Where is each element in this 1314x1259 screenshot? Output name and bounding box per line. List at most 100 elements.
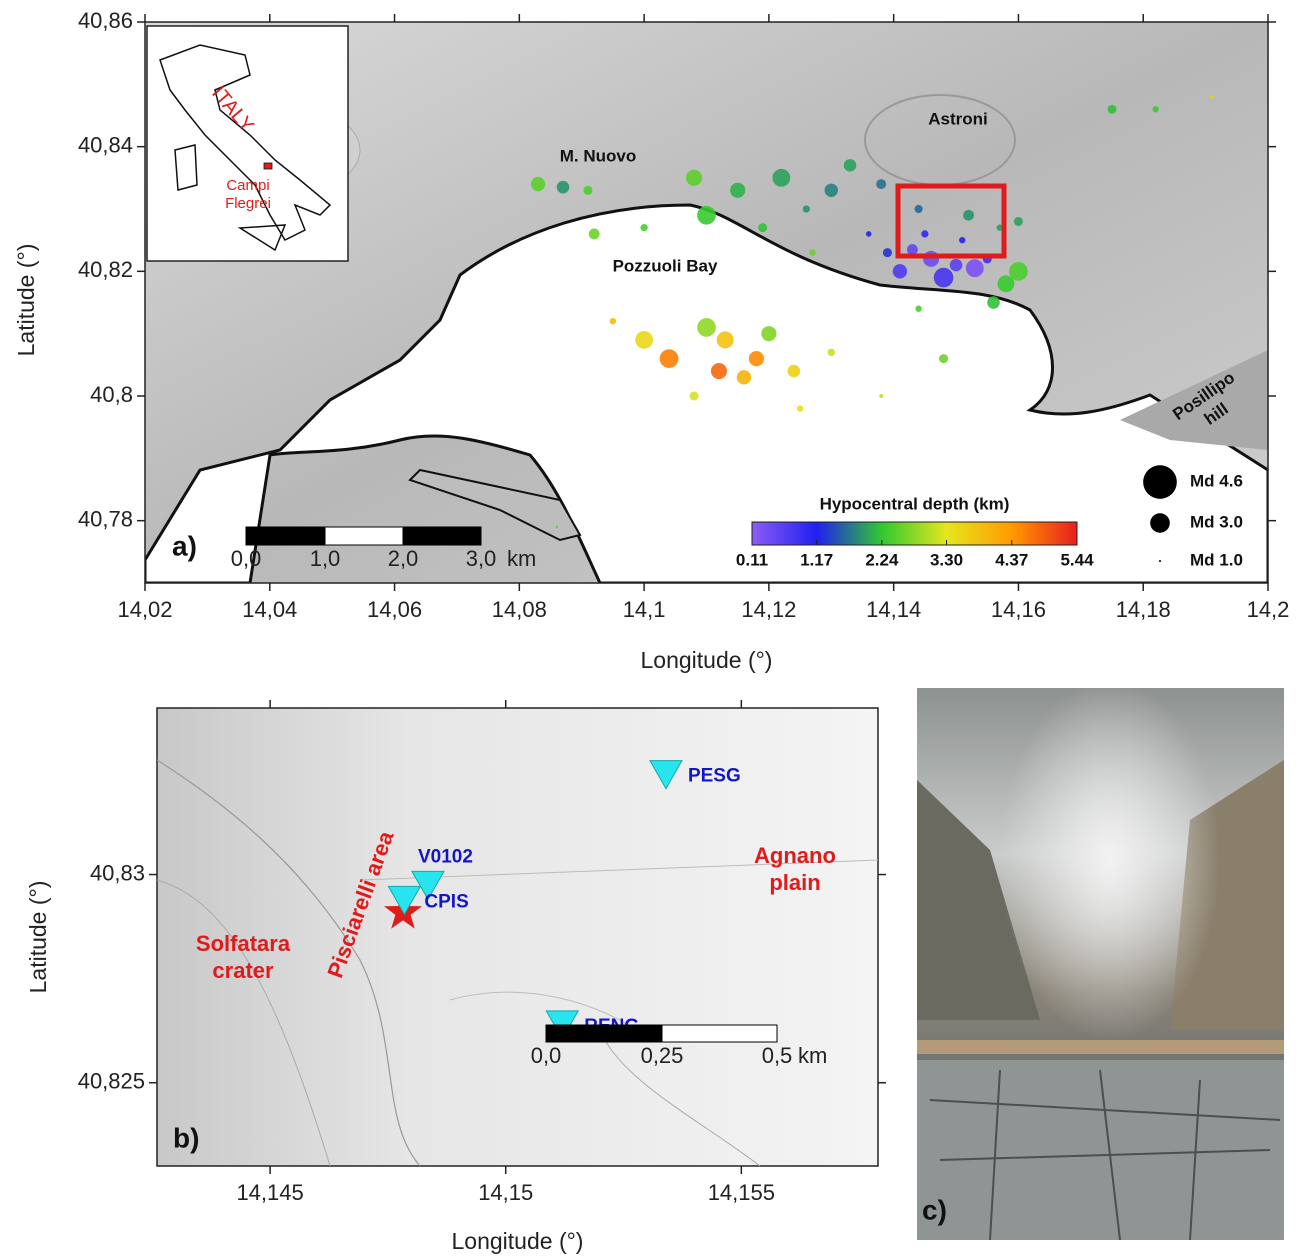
earthquake [686, 170, 702, 186]
place-label: crater [212, 958, 274, 983]
place-label: Agnano [754, 843, 836, 868]
scale-bar-segment [546, 1025, 662, 1042]
earthquake [583, 186, 592, 195]
x-tick-label: 14,16 [991, 597, 1046, 622]
place-label: M. Nuovo [560, 146, 637, 165]
place-label: Astroni [928, 109, 988, 128]
earthquake [921, 230, 928, 237]
place-label: Solfatara [196, 931, 291, 956]
magnitude-marker [1150, 513, 1170, 533]
x-tick-label: 14,06 [367, 597, 422, 622]
italy-inset: ITALY Campi Flegrei [147, 26, 348, 261]
earthquake [788, 365, 801, 378]
colorbar-tick-label: 5.44 [1060, 550, 1094, 569]
x-axis-title: Longitude (°) [452, 1228, 584, 1254]
x-tick-label: 14,1 [623, 597, 666, 622]
earthquake [809, 249, 815, 255]
x-tick-label: 14,02 [117, 597, 172, 622]
earthquake [772, 169, 790, 187]
earthquake [1210, 95, 1214, 99]
x-tick-label: 14,15 [478, 1180, 533, 1205]
earthquake [939, 354, 948, 363]
magnitude-label: Md 1.0 [1190, 550, 1243, 569]
earthquake [803, 205, 810, 212]
colorbar-tick-label: 1.17 [800, 550, 833, 569]
scale-bar-label: 0,0 [531, 1043, 562, 1068]
place-label: Pozzuoli Bay [613, 256, 718, 275]
x-axis-title: Longitude (°) [641, 647, 773, 673]
earthquake [879, 394, 883, 398]
earthquake [1014, 217, 1023, 226]
earthquake [758, 223, 767, 232]
earthquake [737, 370, 751, 384]
colorbar-tick-label: 3.30 [930, 550, 963, 569]
earthquake [923, 251, 939, 267]
earthquake [959, 237, 965, 243]
earthquake [531, 177, 545, 191]
earthquake [697, 318, 716, 337]
earthquake [828, 349, 835, 356]
earthquake [825, 184, 838, 197]
earthquake [966, 259, 984, 277]
magnitude-label: Md 4.6 [1190, 471, 1243, 490]
earthquake [761, 326, 776, 341]
scale-bar-segment [403, 527, 481, 545]
earthquake [640, 224, 647, 231]
earthquake [730, 183, 745, 198]
scale-bar-label: 0,25 [641, 1043, 684, 1068]
y-axis-title: Latitude (°) [25, 881, 51, 994]
scale-bar-label: 2,0 [388, 546, 419, 571]
colorbar-tick-label: 4.37 [995, 550, 1028, 569]
earthquake [797, 405, 803, 411]
earthquake [866, 231, 872, 237]
scale-bar-unit: km [798, 1043, 827, 1068]
earthquake [717, 331, 734, 348]
x-tick-label: 14,145 [236, 1180, 303, 1205]
x-tick-label: 14,2 [1247, 597, 1290, 622]
colorbar-title: Hypocentral depth (km) [820, 494, 1010, 513]
magnitude-marker [1143, 465, 1177, 499]
earthquake [1153, 106, 1159, 112]
earthquake [749, 351, 764, 366]
x-tick-label: 14,18 [1116, 597, 1171, 622]
scale-bar-label: 0,5 [762, 1043, 793, 1068]
inset-area: Flegrei [225, 195, 271, 212]
scale-bar-segment [325, 527, 403, 545]
earthquake [844, 159, 857, 172]
earthquake [915, 306, 921, 312]
scale-bar-label: 0,0 [231, 546, 262, 571]
station-label: V0102 [418, 846, 473, 867]
earthquake [915, 205, 923, 213]
y-tick-label: 40,86 [78, 8, 133, 33]
earthquake [557, 181, 570, 194]
y-tick-label: 40,8 [90, 382, 133, 407]
photo [917, 680, 1284, 1240]
earthquake [987, 296, 1000, 309]
station-label: PESG [688, 766, 741, 787]
earthquake [556, 526, 558, 528]
place-label: plain [769, 870, 820, 895]
y-tick-label: 40,83 [90, 860, 145, 885]
earthquake [610, 318, 616, 324]
earthquake [907, 244, 918, 255]
y-tick-label: 40,825 [78, 1069, 145, 1094]
scale-bar-unit: km [507, 546, 536, 571]
earthquake [934, 268, 954, 288]
scale-bar-label: 1,0 [310, 546, 341, 571]
earthquake [1108, 105, 1117, 114]
x-tick-label: 14,08 [492, 597, 547, 622]
earthquake [589, 229, 600, 240]
y-tick-label: 40,82 [78, 257, 133, 282]
earthquake [660, 349, 679, 368]
scale-bar-segment [246, 527, 325, 545]
scale-bar-label: 3,0 [466, 546, 497, 571]
earthquake [950, 259, 963, 272]
earthquake [876, 179, 886, 189]
inset-area: Campi [226, 177, 269, 194]
y-axis-title: Latitude (°) [13, 244, 39, 357]
x-tick-label: 14,14 [866, 597, 921, 622]
magnitude-label: Md 3.0 [1190, 512, 1243, 531]
panel-label: a) [172, 530, 197, 561]
colorbar [752, 522, 1077, 545]
earthquake [697, 206, 716, 225]
